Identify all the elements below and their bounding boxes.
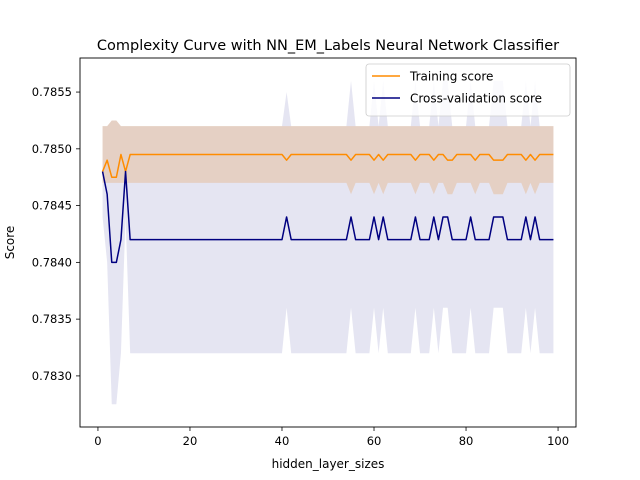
x-tick-label: 0 [94, 434, 101, 448]
y-tick-label: 0.7845 [32, 199, 72, 213]
confidence-band-0 [102, 120, 554, 195]
legend-label-training: Training score [409, 70, 493, 84]
x-tick-label: 80 [459, 434, 474, 448]
y-axis-label: Score [3, 226, 17, 260]
plot-area [101, 80, 554, 405]
y-tick-label: 0.7850 [32, 142, 72, 156]
series-line-1 [101, 170, 554, 264]
y-tick-label: 0.7835 [32, 312, 72, 326]
x-tick-label: 40 [275, 434, 290, 448]
y-tick-label: 0.7855 [32, 85, 72, 99]
legend: Training score Cross-validation score [365, 63, 571, 117]
x-tick-label: 100 [547, 434, 569, 448]
x-tick-label: 20 [183, 434, 198, 448]
legend-label-cross-validation: Cross-validation score [410, 92, 542, 106]
y-tick-label: 0.7840 [32, 255, 72, 269]
axis-ticks: 0 20 40 60 80 100 0.7830 0.7835 0.7840 0.7845 0.78… [32, 85, 569, 448]
x-axis-label: hidden_layer_sizes [272, 457, 385, 471]
series-line-0 [101, 153, 554, 178]
y-tick-label: 0.7830 [32, 369, 72, 383]
confidence-band-1 [102, 80, 554, 405]
legend-box [365, 63, 571, 117]
axes-frame [79, 57, 577, 428]
chart-title: Complexity Curve with NN_EM_Labels Neura… [97, 38, 559, 54]
x-tick-label: 60 [367, 434, 382, 448]
